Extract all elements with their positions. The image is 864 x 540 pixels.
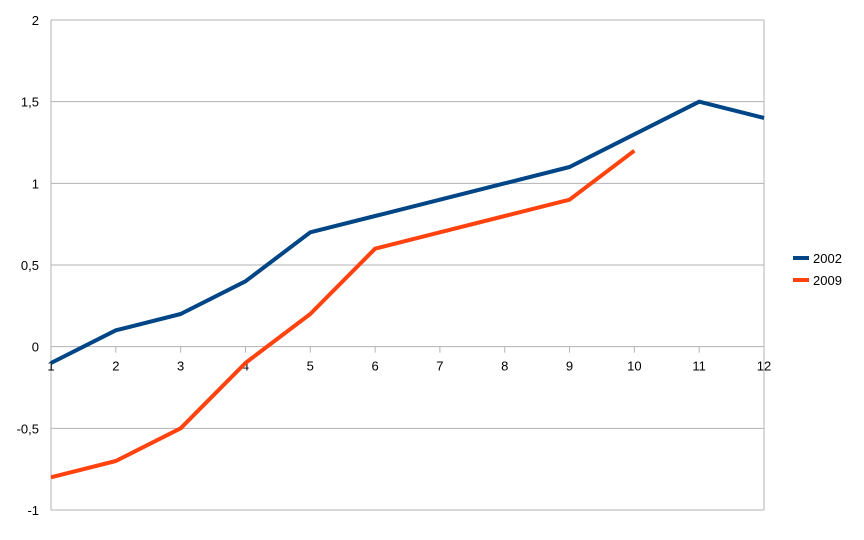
x-tick-labels: 1 2 3 4 5 6 7 8 9 10 11 12 (47, 359, 771, 374)
series-line-2002 (50, 99, 765, 365)
y-tick-label: -0,5 (17, 421, 39, 436)
x-tick-label: 2 (112, 359, 119, 374)
y-tick-label: -1 (27, 503, 39, 518)
series-lines (50, 99, 765, 480)
y-tick-label: 2 (32, 13, 39, 28)
y-tick-label: 0 (32, 340, 39, 355)
y-tick-label: 0,5 (21, 258, 39, 273)
x-tick-label: 5 (307, 359, 314, 374)
x-tick-label: 11 (692, 359, 706, 374)
x-tick-label: 3 (177, 359, 184, 374)
x-tick-label: 9 (566, 359, 573, 374)
x-tick-label: 4 (242, 359, 249, 374)
legend: 2002 2009 (793, 251, 842, 288)
x-tick-label: 6 (371, 359, 378, 374)
legend-label-2002: 2002 (813, 251, 842, 266)
y-tick-labels: -1 -0,5 0 0,5 1 1,5 2 (17, 13, 39, 518)
axes (50, 20, 765, 510)
x-tick-label: 7 (436, 359, 443, 374)
y-tick-label: 1,5 (21, 95, 39, 110)
x-tick-label: 1 (47, 359, 54, 374)
legend-label-2009: 2009 (813, 273, 842, 288)
grid-lines (51, 19, 764, 511)
y-tick-label: 1 (32, 176, 39, 191)
series-line-2009 (50, 149, 636, 480)
x-tick-label: 8 (501, 359, 508, 374)
x-tick-label: 12 (757, 359, 771, 374)
x-tick-label: 10 (627, 359, 641, 374)
